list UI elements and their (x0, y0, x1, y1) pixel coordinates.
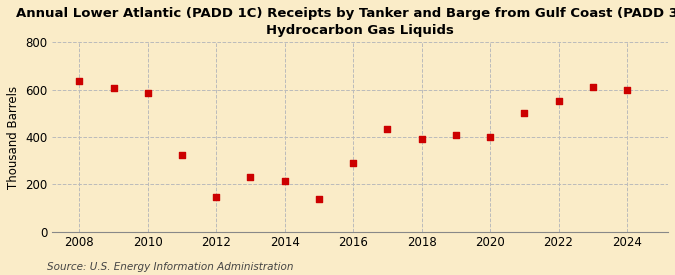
Point (177, 153, 188, 157)
Point (74, 78, 84, 83)
Point (245, 175, 256, 179)
Title: Annual Lower Atlantic (PADD 1C) Receipts by Tanker and Barge from Gulf Coast (PA: Annual Lower Atlantic (PADD 1C) Receipts… (16, 7, 675, 37)
Y-axis label: Thousand Barrels: Thousand Barrels (7, 86, 20, 189)
Text: Source: U.S. Energy Information Administration: Source: U.S. Energy Information Administ… (47, 262, 294, 272)
Point (313, 196, 324, 201)
Point (211, 194, 221, 199)
Point (142, 91, 153, 95)
Point (416, 137, 427, 142)
Point (279, 178, 290, 183)
Point (587, 85, 598, 89)
Point (485, 135, 495, 139)
Point (622, 87, 632, 92)
Point (382, 126, 393, 131)
Point (553, 99, 564, 104)
Point (348, 161, 358, 165)
Point (519, 111, 530, 116)
Point (108, 86, 119, 91)
Point (450, 133, 461, 137)
